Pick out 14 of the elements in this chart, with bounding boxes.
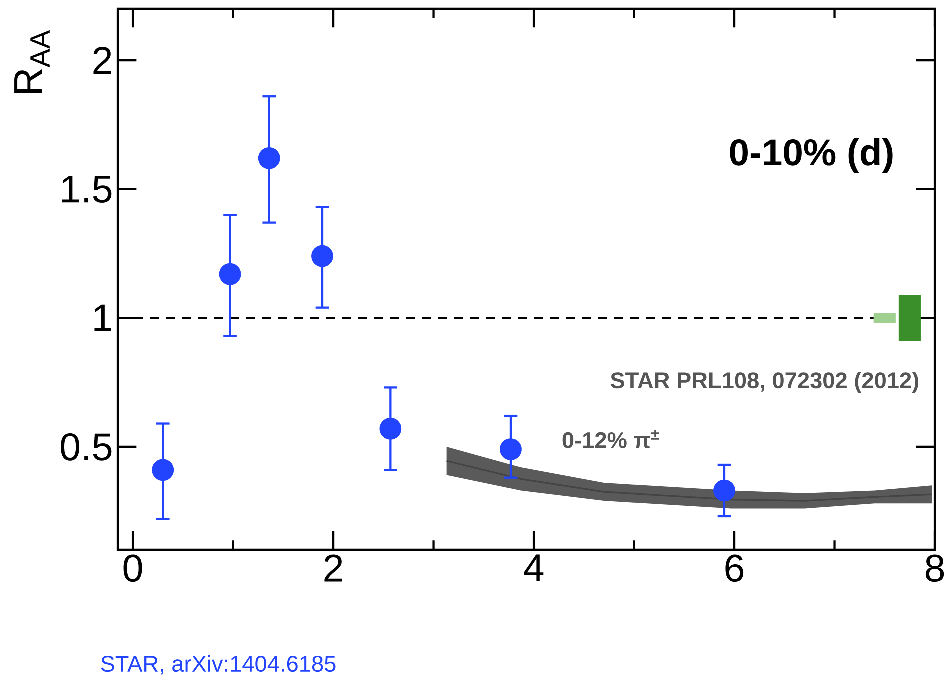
x-tick-label: 8 (926, 554, 944, 582)
y-tick-label: 1.5 (62, 176, 112, 204)
annotation: 0-10% (d) (730, 138, 893, 174)
x-tick-label: 2 (324, 554, 342, 582)
y-tick-label: 0.5 (61, 433, 112, 461)
annotation: 0-12% π$^{±}$ (562, 430, 660, 448)
text: STAR, arXiv:1404.6185 (101, 655, 336, 675)
y-axis-title: R$_{AA}$ (14, 30, 50, 94)
annotation: STAR PRL108, 072302 (2012) (610, 372, 919, 394)
x-tick-label: 6 (726, 554, 744, 582)
y-tick-label: 2 (94, 47, 112, 74)
x-tick-label: 4 (524, 554, 544, 582)
x-tick-label: 0 (124, 554, 142, 582)
y-tick-label: 1 (94, 304, 112, 332)
